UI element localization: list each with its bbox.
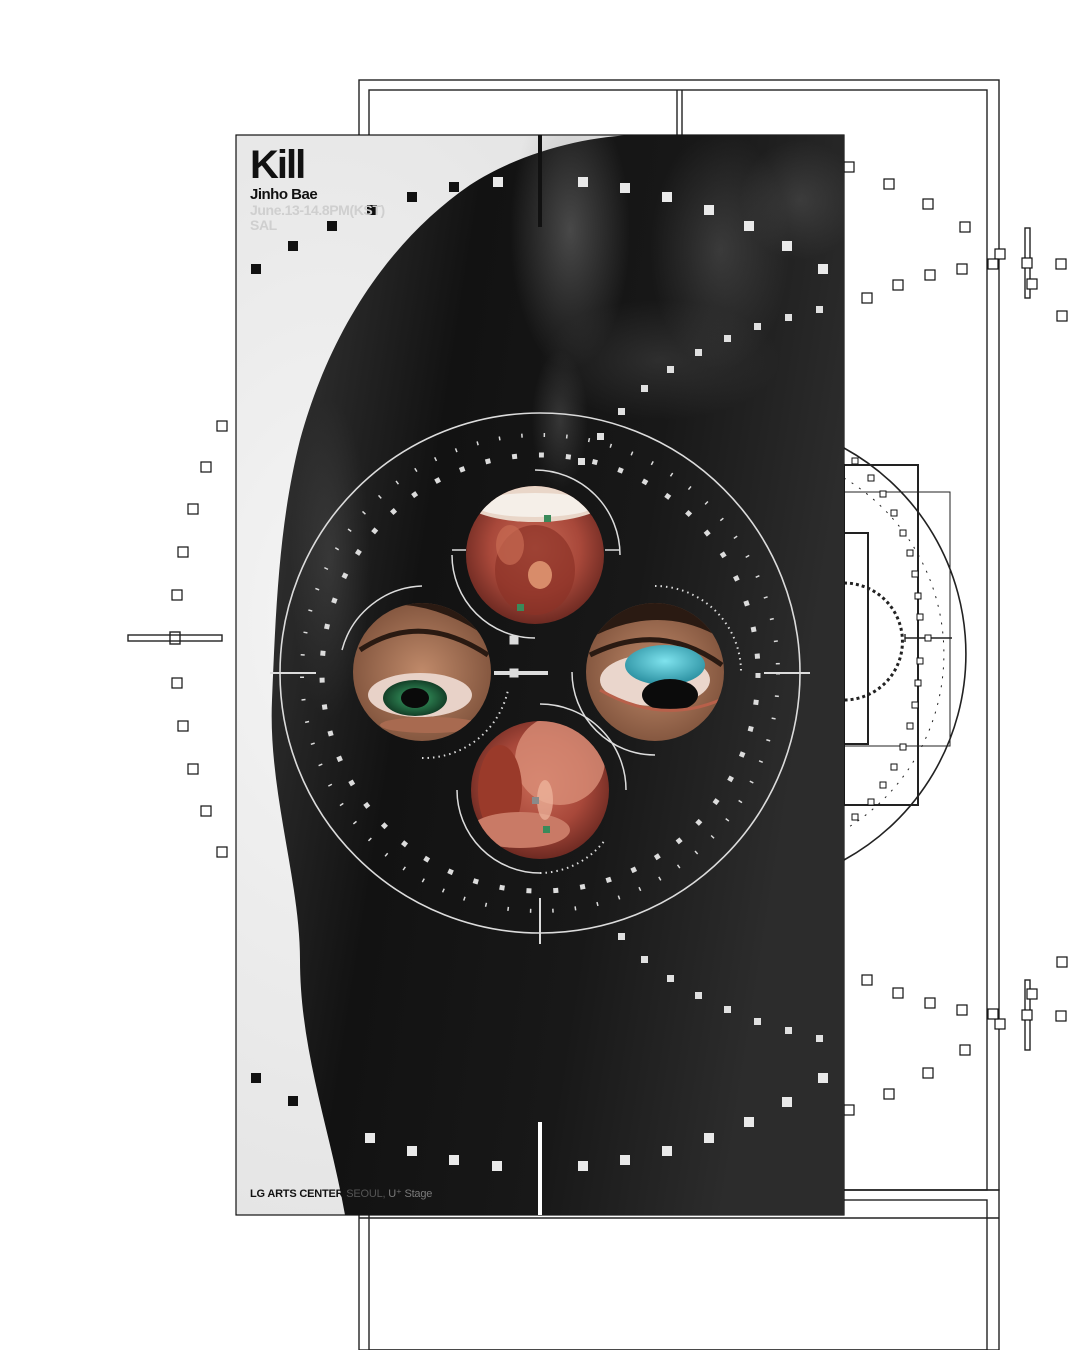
marker-boxes-radar: [851, 457, 932, 821]
venue-stage: U⁺ Stage: [388, 1188, 433, 1200]
radar-hud: [270, 412, 810, 944]
program-name: SAL: [250, 217, 277, 233]
poster-title: Kill: [250, 143, 306, 187]
marker-squares-dark: [251, 182, 459, 1106]
marker-squares-light: [365, 177, 828, 1171]
venue-credit: LG ARTS CENTER SEOUL, U⁺ Stage: [250, 1187, 432, 1200]
poster: [235, 134, 845, 1216]
performance-dates: June.13-14.8PM(KST): [250, 202, 385, 218]
artist-name: Jinho Bae: [250, 186, 318, 203]
lens-left-eye: [341, 585, 509, 760]
venue-name: LG ARTS CENTER: [250, 1188, 344, 1200]
venue-city: SEOUL,: [346, 1188, 386, 1200]
diagonal-trail: [578, 306, 823, 1042]
lens-bottom: [456, 703, 627, 874]
poster-text-block: Kill Jinho Bae June.13-14.8PM(KST) SAL: [250, 143, 385, 233]
lens-right-eye: [571, 585, 742, 756]
marker-boxes-left: [171, 420, 228, 858]
marker-boxes-right: [843, 161, 1068, 1116]
